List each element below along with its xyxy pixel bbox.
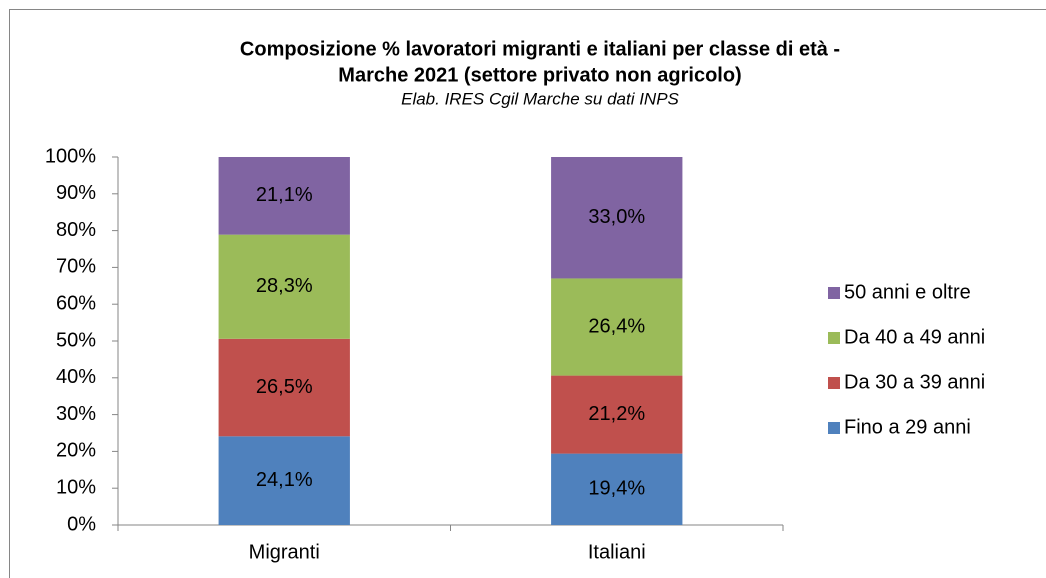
legend-swatch bbox=[828, 377, 840, 389]
data-label: 21,1% bbox=[256, 184, 313, 206]
y-tick-label: 20% bbox=[56, 440, 96, 462]
legend-swatch bbox=[828, 287, 840, 299]
legend-swatch bbox=[828, 422, 840, 434]
bar-segment bbox=[551, 278, 683, 376]
bar-segment bbox=[551, 375, 683, 454]
chart-title: Marche 2021 (settore privato non agricol… bbox=[338, 64, 741, 86]
y-tick-label: 100% bbox=[45, 145, 96, 167]
legend-swatch bbox=[828, 332, 840, 344]
data-label: 19,4% bbox=[588, 478, 645, 500]
y-tick-label: 70% bbox=[56, 256, 96, 278]
data-label: 26,4% bbox=[588, 315, 645, 337]
legend-label: Da 30 a 39 anni bbox=[844, 371, 985, 393]
data-label: 28,3% bbox=[256, 275, 313, 297]
y-tick-label: 80% bbox=[56, 219, 96, 241]
bar-segment bbox=[218, 234, 350, 339]
legend-label: Da 40 a 49 anni bbox=[844, 326, 985, 348]
bar-segment bbox=[551, 453, 683, 525]
bar-segment bbox=[218, 338, 350, 437]
bar-segment bbox=[218, 436, 350, 525]
data-label: 24,1% bbox=[256, 469, 313, 491]
bar-segment bbox=[551, 157, 683, 279]
y-tick-label: 30% bbox=[56, 403, 96, 425]
y-tick-label: 0% bbox=[67, 513, 96, 535]
y-tick-label: 10% bbox=[56, 476, 96, 498]
legend-label: Fino a 29 anni bbox=[844, 416, 971, 438]
chart-subtitle: Elab. IRES Cgil Marche su dati INPS bbox=[401, 89, 679, 108]
y-tick-label: 90% bbox=[56, 182, 96, 204]
chart-border bbox=[9, 9, 1046, 578]
x-tick-label: Italiani bbox=[588, 541, 646, 563]
data-label: 26,5% bbox=[256, 376, 313, 398]
data-label: 21,2% bbox=[588, 403, 645, 425]
y-tick-label: 40% bbox=[56, 366, 96, 388]
bar-segment bbox=[218, 157, 350, 235]
y-tick-label: 50% bbox=[56, 329, 96, 351]
legend-label: 50 anni e oltre bbox=[844, 281, 971, 303]
chart-title: Composizione % lavoratori migranti e ita… bbox=[240, 38, 840, 60]
data-label: 33,0% bbox=[588, 206, 645, 228]
x-tick-label: Migranti bbox=[249, 541, 320, 563]
y-tick-label: 60% bbox=[56, 292, 96, 314]
